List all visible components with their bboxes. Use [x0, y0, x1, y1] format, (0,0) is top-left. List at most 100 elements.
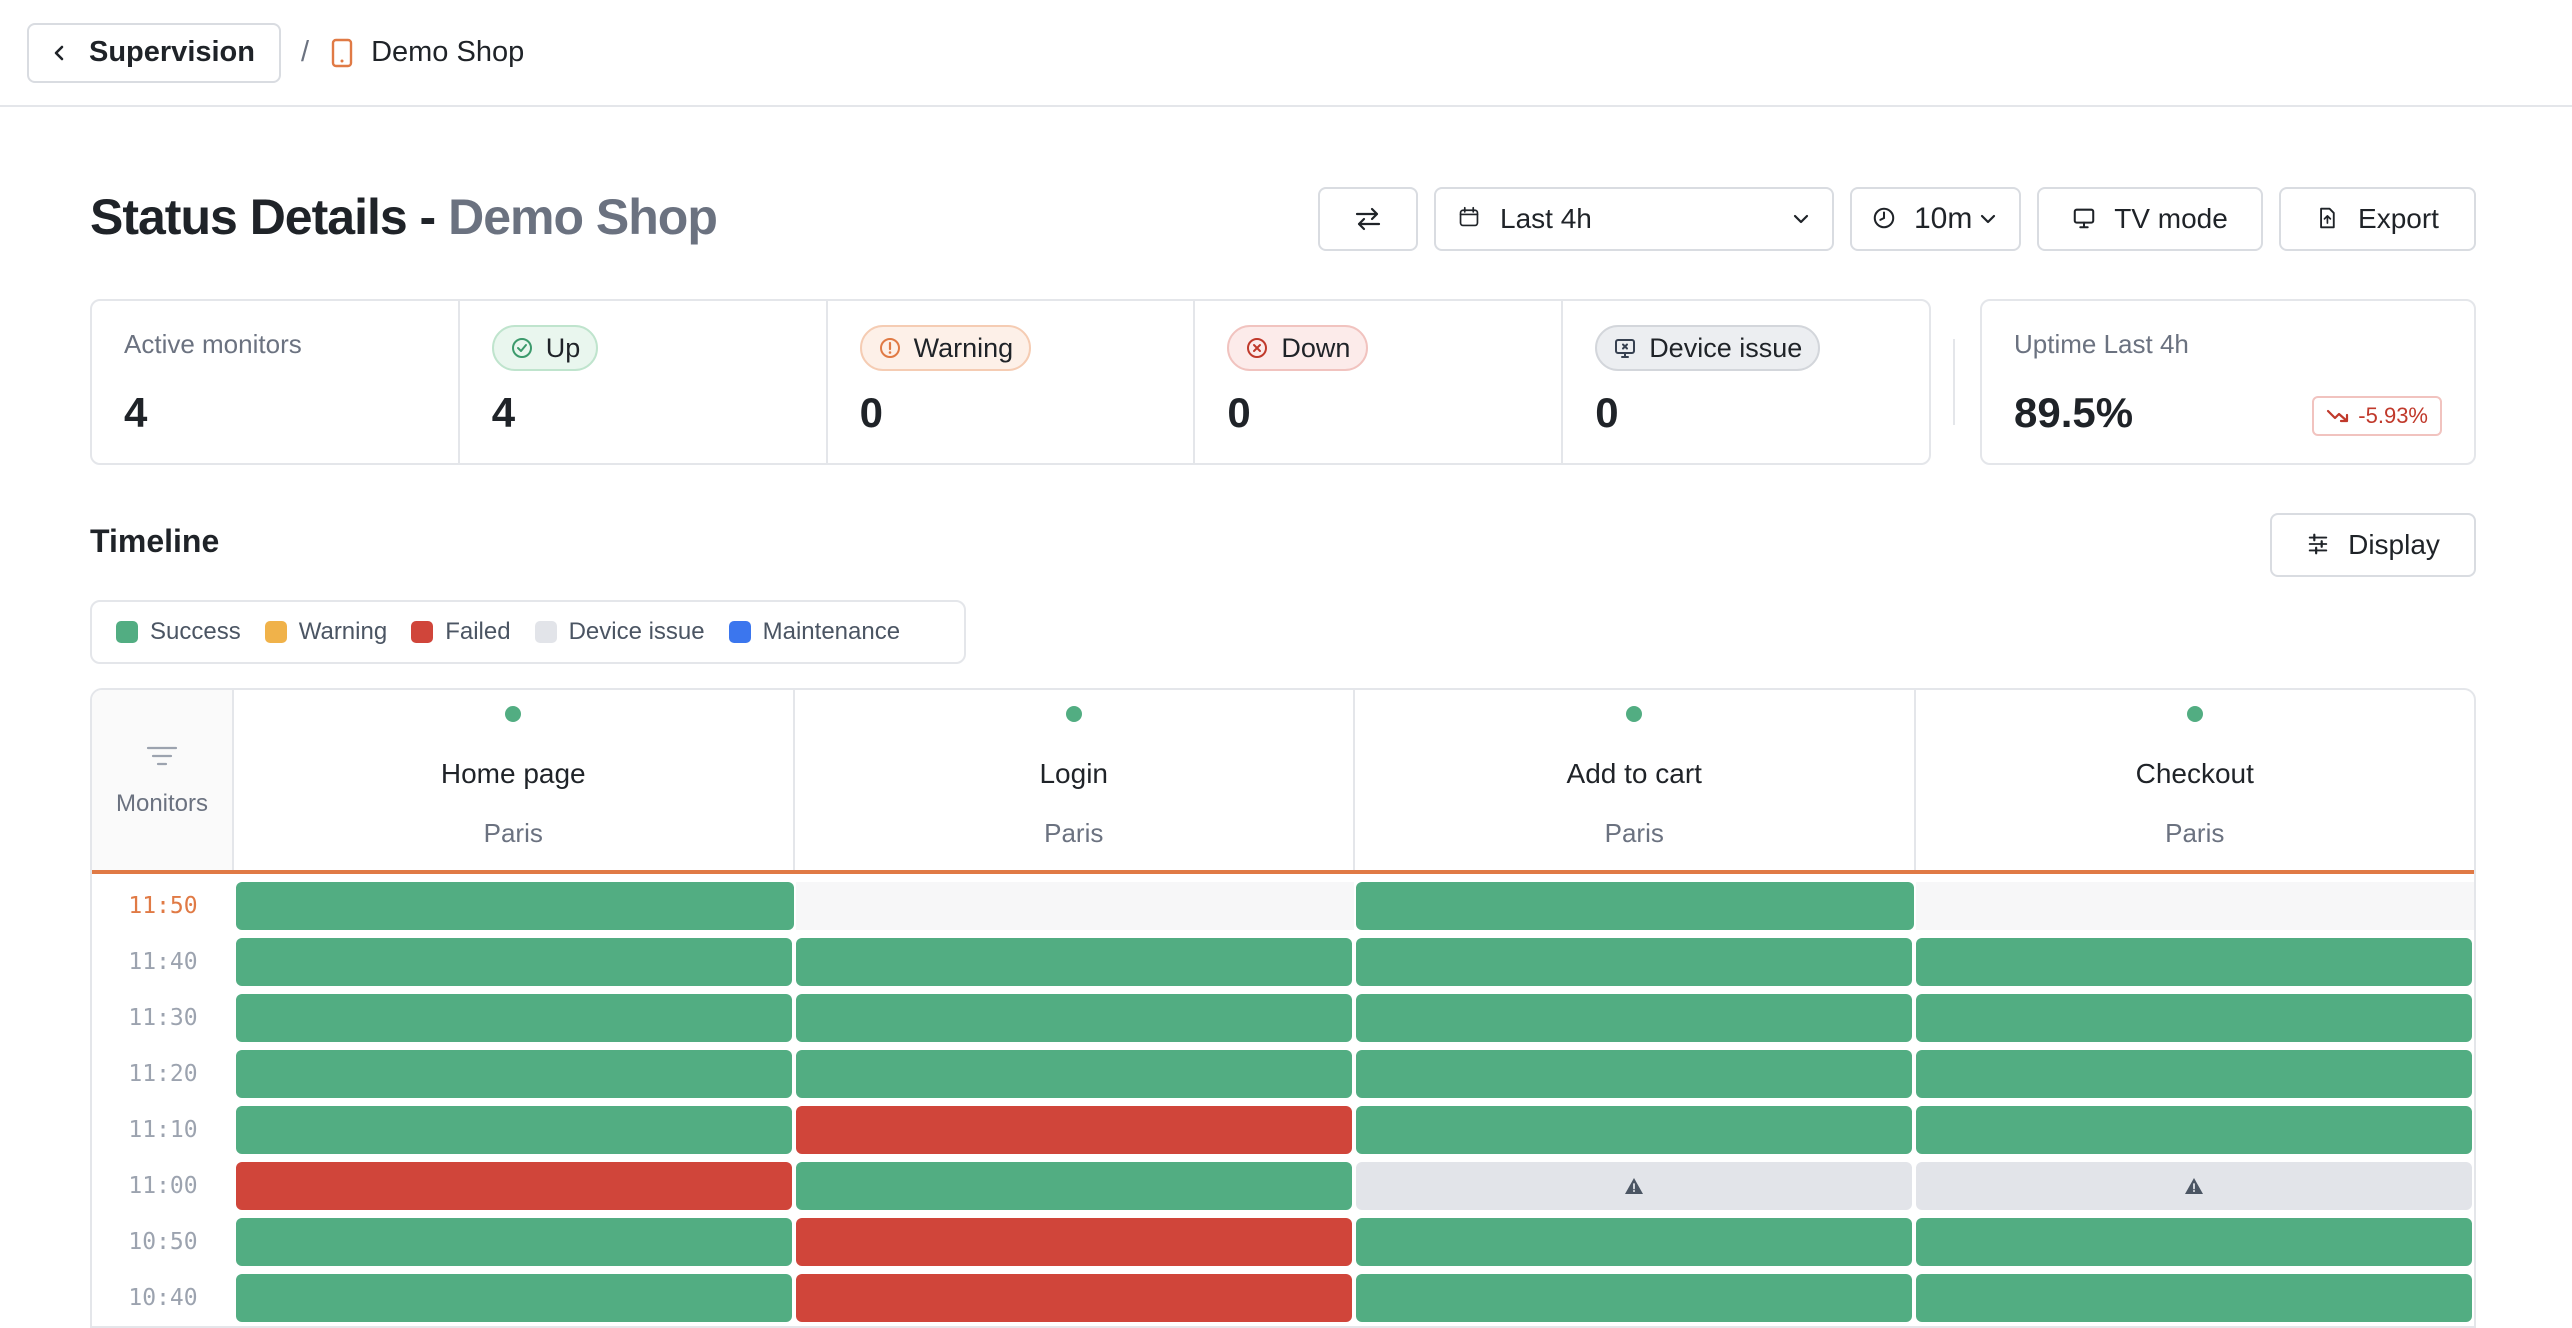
stat-warning[interactable]: Warning 0: [828, 301, 1196, 463]
monitor-name: Add to cart: [1566, 758, 1702, 789]
timeline-legend: Success Warning Failed Device issue Main…: [90, 600, 966, 664]
timeline-row: 10:40: [92, 1270, 2474, 1326]
stat-device-issue[interactable]: Device issue 0: [1563, 301, 1929, 463]
timeline-row: 11:00: [92, 1158, 2474, 1214]
stat-up[interactable]: Up 4: [460, 301, 828, 463]
row-time: 11:20: [128, 1061, 198, 1087]
status-cell-success[interactable]: [1356, 1274, 1912, 1322]
status-cell-success[interactable]: [236, 994, 792, 1042]
display-settings-button[interactable]: Display: [2270, 513, 2476, 577]
status-cell-failed[interactable]: [796, 1274, 1352, 1322]
status-cell-success[interactable]: [236, 1218, 792, 1266]
page-title-prefix: Status Details -: [90, 189, 449, 245]
status-cell-success[interactable]: [796, 938, 1352, 986]
status-cell-success[interactable]: [1916, 1218, 2472, 1266]
status-cell-success[interactable]: [1916, 1106, 2472, 1154]
row-time: 11:30: [128, 1005, 198, 1031]
uptime-card: Uptime Last 4h 89.5% -5.93%: [1980, 299, 2476, 465]
up-label: Up: [545, 332, 581, 363]
status-cell-success[interactable]: [1916, 994, 2472, 1042]
status-cell-success[interactable]: [796, 994, 1352, 1042]
legend-label: Warning: [298, 618, 388, 645]
down-badge: Down: [1227, 325, 1369, 371]
tv-mode-label: TV mode: [2114, 203, 2228, 234]
filter-icon: [145, 742, 179, 770]
monitor-location: Paris: [1044, 818, 1104, 848]
display-label: Display: [2348, 529, 2440, 560]
stat-value: 0: [1227, 389, 1251, 436]
tv-mode-button[interactable]: TV mode: [2037, 187, 2263, 251]
stat-down[interactable]: Down 0: [1195, 301, 1564, 463]
timeline-title: Timeline: [90, 523, 220, 559]
status-summary: Active monitors 4 Up 4 Warning 0 Down 0: [90, 299, 1931, 465]
status-cell-failed[interactable]: [796, 1218, 1352, 1266]
legend-item-warning: Warning: [264, 618, 388, 646]
monitor-location: Paris: [1604, 818, 1664, 848]
timeline-row: 11:20: [92, 1046, 2474, 1102]
row-time: 11:40: [128, 949, 198, 975]
status-cell-success[interactable]: [1356, 882, 1914, 930]
monitor-location: Paris: [483, 818, 543, 848]
monitor-name: Home page: [440, 758, 586, 789]
mobile-device-icon: [331, 38, 353, 68]
interval-select[interactable]: 10m: [1850, 187, 2021, 251]
stat-label: Active monitors: [124, 329, 302, 359]
status-cell-success[interactable]: [236, 938, 792, 986]
status-cell-success[interactable]: [1356, 1050, 1912, 1098]
chevron-down-icon: [1977, 208, 1999, 230]
row-time: 10:40: [128, 1285, 198, 1311]
monitor-name: Login: [1039, 758, 1108, 789]
time-range-select[interactable]: Last 4h: [1434, 187, 1834, 251]
export-button[interactable]: Export: [2279, 187, 2476, 251]
row-time: 11:00: [128, 1173, 198, 1199]
status-cell-success[interactable]: [1356, 994, 1912, 1042]
monitor-column-header[interactable]: Login Paris: [795, 690, 1355, 870]
legend-item-success: Success: [116, 618, 241, 646]
monitor-column-header[interactable]: Home page Paris: [234, 690, 795, 870]
page-title-shop: Demo Shop: [448, 189, 718, 245]
swap-arrows-icon: [1353, 204, 1383, 234]
legend-swatch: [264, 621, 287, 643]
status-cell-success[interactable]: [236, 1050, 792, 1098]
monitors-filter[interactable]: Monitors: [92, 690, 234, 870]
legend-label: Failed: [445, 618, 511, 645]
legend-item-maintenance: Maintenance: [728, 618, 900, 646]
status-cell-device[interactable]: [1916, 1162, 2472, 1210]
legend-label: Success: [150, 618, 241, 645]
status-cell-success[interactable]: [796, 1162, 1352, 1210]
calendar-icon: [1458, 206, 1484, 232]
page-title: Status Details - Demo Shop: [90, 188, 718, 246]
status-cell-device[interactable]: [1356, 1162, 1912, 1210]
swap-view-button[interactable]: [1318, 187, 1418, 251]
timeline-grid: Monitors Home page Paris Login Paris Add…: [90, 688, 2476, 1328]
trending-down-icon: [2326, 406, 2350, 426]
chevron-left-icon: [49, 43, 69, 63]
monitor-column-header[interactable]: Add to cart Paris: [1355, 690, 1916, 870]
status-cell-success[interactable]: [796, 1050, 1352, 1098]
status-cell-success[interactable]: [1356, 1218, 1912, 1266]
status-cell-failed[interactable]: [236, 1162, 792, 1210]
uptime-label: Uptime Last 4h: [2014, 329, 2189, 359]
status-cell-success[interactable]: [1916, 938, 2472, 986]
warning-label: Warning: [913, 332, 1014, 363]
timeline-row: 11:10: [92, 1102, 2474, 1158]
status-dot: [1626, 706, 1643, 722]
warning-triangle-icon: [1623, 1176, 1645, 1196]
x-circle-icon: [1245, 336, 1269, 360]
clock-icon: [1872, 206, 1898, 232]
down-label: Down: [1281, 332, 1351, 363]
interval-value: 10m: [1914, 202, 1973, 235]
status-cell-success[interactable]: [1916, 1274, 2472, 1322]
status-dot: [1065, 706, 1082, 722]
sliders-icon: [2306, 532, 2332, 558]
status-cell-success[interactable]: [236, 882, 794, 930]
status-dot: [505, 706, 522, 722]
back-to-supervision-button[interactable]: Supervision: [27, 22, 281, 83]
status-cell-success[interactable]: [236, 1274, 792, 1322]
status-cell-success[interactable]: [1356, 1106, 1912, 1154]
status-cell-success[interactable]: [236, 1106, 792, 1154]
monitor-column-header[interactable]: Checkout Paris: [1916, 690, 2475, 870]
status-cell-failed[interactable]: [796, 1106, 1352, 1154]
status-cell-success[interactable]: [1356, 938, 1912, 986]
status-cell-success[interactable]: [1916, 1050, 2472, 1098]
